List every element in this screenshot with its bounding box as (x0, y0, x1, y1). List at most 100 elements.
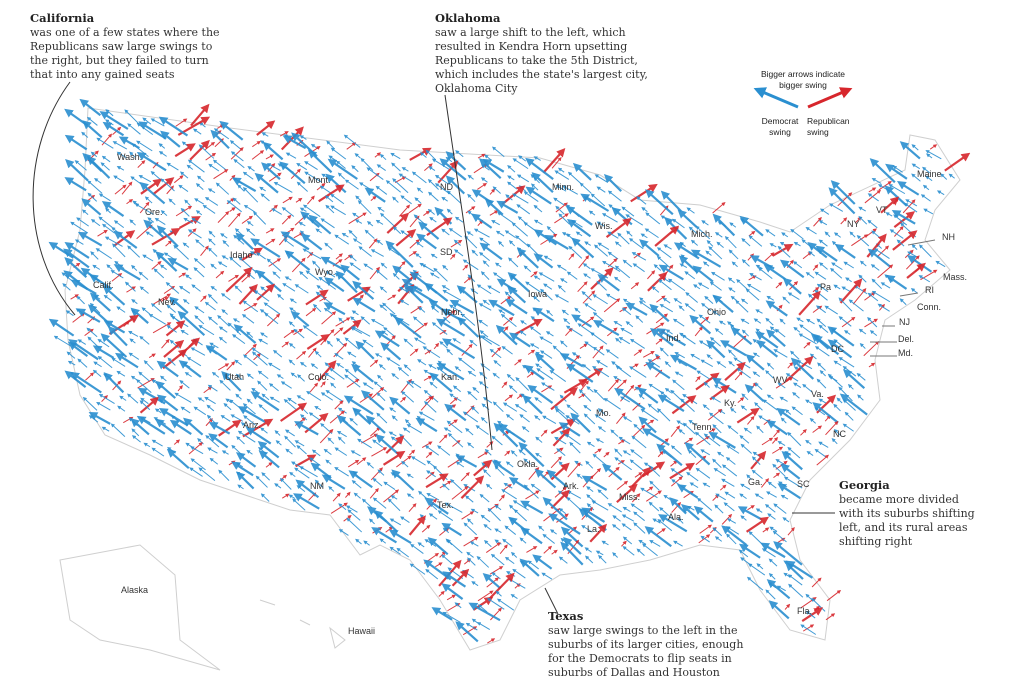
swing-arrow (105, 109, 114, 117)
swing-arrow (409, 147, 432, 161)
state-label: Colo. (308, 372, 329, 382)
swing-arrow (281, 214, 292, 225)
swing-arrow (636, 196, 647, 205)
swing-arrow (121, 181, 133, 195)
swing-arrow (425, 149, 436, 161)
swing-arrow (112, 243, 126, 258)
swing-arrow (260, 193, 270, 202)
swing-arrow (273, 181, 293, 193)
swing-arrow (416, 233, 437, 250)
swing-arrow (507, 181, 518, 190)
swing-arrow (467, 174, 474, 180)
swing-arrow (166, 162, 179, 171)
swing-arrow (408, 203, 422, 214)
swing-arrow (508, 257, 519, 268)
swing-arrow (86, 155, 111, 179)
swing-arrow (299, 207, 307, 212)
swing-arrow (948, 173, 955, 179)
swing-arrow (557, 167, 565, 173)
swing-arrow (542, 147, 566, 174)
swing-arrow (453, 239, 461, 246)
swing-arrow (81, 209, 89, 215)
swing-arrow (555, 205, 565, 215)
state-label: SD (440, 247, 453, 257)
annotation-title: California (30, 11, 95, 25)
swing-arrow (424, 163, 433, 171)
swing-arrow (97, 229, 108, 237)
swing-arrow (504, 230, 517, 239)
swing-arrow (640, 233, 648, 239)
annotation-text: saw a large shift to the left, which (435, 26, 626, 39)
swing-arrow (160, 210, 168, 217)
swing-arrow (880, 196, 900, 214)
swing-arrow (633, 252, 642, 259)
swing-arrow (920, 194, 931, 202)
swing-arrow (923, 208, 934, 215)
swing-arrow (208, 163, 220, 172)
swing-arrow (467, 193, 476, 203)
swing-arrow (690, 239, 698, 246)
swing-arrow (348, 229, 358, 239)
swing-arrow (392, 265, 413, 282)
swing-arrow (837, 192, 853, 207)
swing-arrow (925, 150, 942, 160)
state-label: NY (847, 219, 860, 229)
swing-arrow (645, 189, 674, 216)
swing-arrow (285, 152, 297, 159)
swing-arrow (462, 264, 469, 271)
swing-arrow (195, 183, 204, 190)
swing-arrow (155, 251, 178, 272)
swing-arrow (815, 245, 838, 262)
swing-arrow (145, 231, 154, 237)
swing-arrow (262, 141, 284, 161)
swing-arrow (607, 251, 619, 260)
swing-arrow (833, 232, 841, 238)
swing-arrow (556, 264, 567, 271)
state-label: Calif. (93, 280, 114, 290)
swing-arrow (828, 187, 856, 215)
swing-arrow (772, 243, 794, 257)
swing-arrow (81, 131, 89, 138)
swing-arrow (212, 159, 227, 171)
legend-republican: Republican (807, 116, 850, 126)
swing-arrow (126, 199, 134, 205)
annotation-text: was one of a few states where the (30, 26, 220, 39)
swing-arrow (701, 220, 709, 226)
swing-arrow (416, 187, 424, 193)
swing-arrow (178, 272, 187, 278)
swing-arrow (265, 238, 276, 246)
swing-arrow (179, 171, 189, 179)
state-label: Md. (898, 348, 913, 358)
swing-arrows (48, 98, 971, 644)
swing-arrow (885, 212, 893, 217)
swing-arrow (86, 116, 98, 126)
swing-arrow (360, 157, 374, 172)
swing-arrow (259, 186, 266, 192)
swing-arrow (76, 217, 89, 227)
swing-arrow (349, 262, 361, 271)
swing-arrow (205, 152, 217, 161)
swing-arrow (355, 195, 362, 202)
swing-arrow (793, 241, 801, 247)
swing-arrow (453, 249, 464, 257)
swing-arrow (603, 173, 622, 192)
swing-arrow (641, 206, 648, 213)
swing-arrow (724, 236, 737, 249)
state-label: Ala. (668, 512, 684, 522)
swing-arrow (173, 244, 189, 260)
swing-arrow (639, 239, 660, 257)
swing-arrow (584, 241, 591, 246)
swing-arrow (74, 160, 87, 171)
swing-arrow (415, 241, 424, 248)
swing-arrow (477, 182, 488, 190)
swing-arrow (375, 185, 388, 195)
swing-arrow (769, 243, 777, 248)
swing-arrow (354, 219, 363, 224)
swing-arrow (579, 182, 592, 194)
swing-arrow (280, 231, 310, 251)
swing-arrow (392, 178, 409, 194)
state-label: Utah (225, 372, 244, 382)
swing-arrow (415, 253, 422, 259)
swing-arrow (113, 175, 125, 183)
swing-arrow (533, 253, 554, 269)
